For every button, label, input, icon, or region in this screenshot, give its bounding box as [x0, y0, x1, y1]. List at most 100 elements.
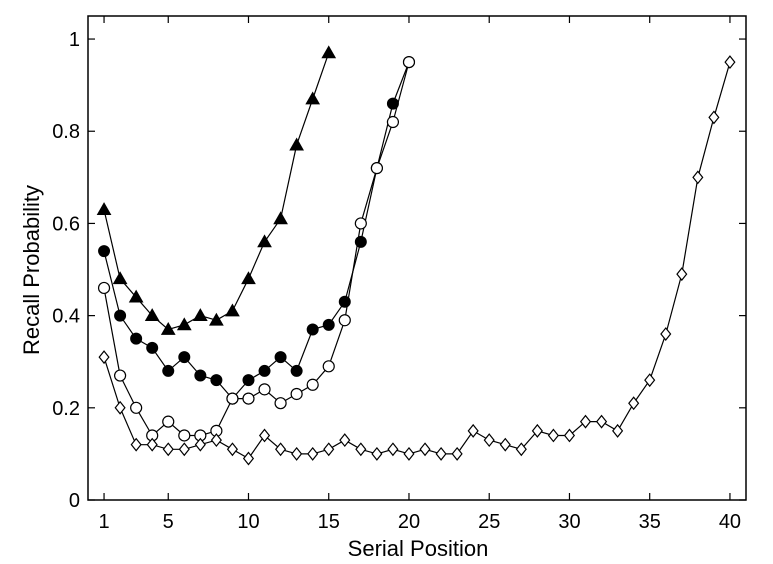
- series-triangle-filled: [96, 45, 337, 335]
- data-point: [692, 170, 704, 185]
- y-tick-label: 0.6: [52, 213, 80, 235]
- data-point: [724, 55, 736, 70]
- data-point: [307, 446, 319, 461]
- data-point: [258, 364, 271, 377]
- data-point: [371, 446, 383, 461]
- data-point: [273, 211, 288, 225]
- y-tick-label: 0.2: [52, 398, 80, 420]
- data-point: [146, 437, 158, 452]
- data-point: [354, 217, 367, 230]
- data-point: [339, 433, 351, 448]
- y-tick-label: 0: [69, 490, 80, 512]
- x-tick-label: 15: [318, 511, 340, 533]
- data-point: [241, 271, 256, 285]
- data-point: [322, 318, 335, 331]
- data-point: [306, 323, 319, 336]
- x-tick-label: 10: [237, 511, 259, 533]
- data-point: [225, 303, 240, 317]
- data-point: [226, 442, 239, 457]
- data-point: [547, 428, 559, 443]
- data-point: [258, 383, 271, 396]
- data-point: [563, 428, 576, 443]
- x-tick-label: 25: [478, 511, 500, 533]
- data-point: [531, 423, 543, 438]
- series-line: [103, 61, 410, 437]
- data-point: [258, 428, 271, 443]
- data-point: [130, 401, 143, 414]
- data-point: [98, 350, 110, 365]
- data-point: [370, 162, 383, 175]
- data-point: [194, 437, 206, 452]
- data-point: [467, 423, 479, 438]
- data-point: [178, 351, 191, 364]
- data-point: [210, 374, 223, 387]
- data-point: [403, 446, 415, 461]
- data-point: [595, 414, 608, 429]
- series-diamond-open: [98, 55, 736, 466]
- data-point: [257, 234, 272, 248]
- data-point: [210, 433, 222, 448]
- data-point: [290, 387, 303, 401]
- data-point: [113, 369, 127, 382]
- data-point: [402, 55, 416, 69]
- data-point: [323, 442, 335, 457]
- x-tick-label: 20: [398, 511, 420, 533]
- data-point: [242, 392, 255, 405]
- data-point: [305, 91, 321, 105]
- data-point: [275, 442, 287, 457]
- data-point: [112, 271, 128, 285]
- data-point: [306, 378, 319, 391]
- data-point: [162, 364, 175, 377]
- data-point: [98, 245, 111, 258]
- data-point: [419, 442, 431, 457]
- data-point: [386, 115, 400, 129]
- y-axis-label: Recall Probability: [19, 185, 44, 355]
- data-point: [144, 308, 160, 321]
- x-tick-label: 5: [163, 511, 174, 533]
- plot-frame: [87, 15, 747, 501]
- data-point: [209, 312, 224, 326]
- series-line: [103, 61, 731, 460]
- data-point: [644, 373, 656, 388]
- series-layer: [96, 45, 736, 466]
- data-point: [290, 364, 303, 377]
- data-point: [96, 202, 112, 215]
- data-point: [676, 267, 688, 282]
- data-point: [274, 397, 287, 410]
- x-axis-label: Serial Position: [348, 536, 489, 561]
- series-circle-filled: [98, 56, 415, 405]
- data-point: [321, 45, 337, 59]
- data-point: [291, 446, 303, 461]
- data-point: [178, 429, 191, 442]
- data-point: [194, 369, 207, 382]
- data-point: [130, 437, 142, 452]
- data-point: [435, 446, 447, 461]
- y-tick-label: 0.4: [52, 306, 80, 328]
- data-point: [338, 314, 351, 327]
- data-point: [192, 308, 208, 321]
- series-line: [103, 52, 330, 331]
- data-point: [242, 374, 255, 387]
- data-point: [162, 442, 174, 457]
- data-point: [387, 442, 399, 457]
- y-tick-label: 1: [69, 29, 80, 51]
- data-point: [355, 442, 367, 457]
- series-circle-open: [97, 55, 416, 442]
- data-point: [660, 327, 672, 342]
- data-point: [499, 437, 511, 452]
- data-point: [515, 442, 527, 457]
- data-point: [579, 414, 592, 429]
- data-point: [226, 392, 239, 405]
- data-point: [708, 110, 720, 125]
- data-point: [160, 321, 176, 335]
- data-point: [242, 451, 255, 466]
- data-point: [176, 317, 192, 331]
- data-point: [114, 309, 127, 322]
- data-point: [483, 433, 495, 448]
- x-tick-label: 35: [639, 511, 661, 533]
- data-point: [289, 137, 304, 151]
- x-tick-label: 30: [558, 511, 580, 533]
